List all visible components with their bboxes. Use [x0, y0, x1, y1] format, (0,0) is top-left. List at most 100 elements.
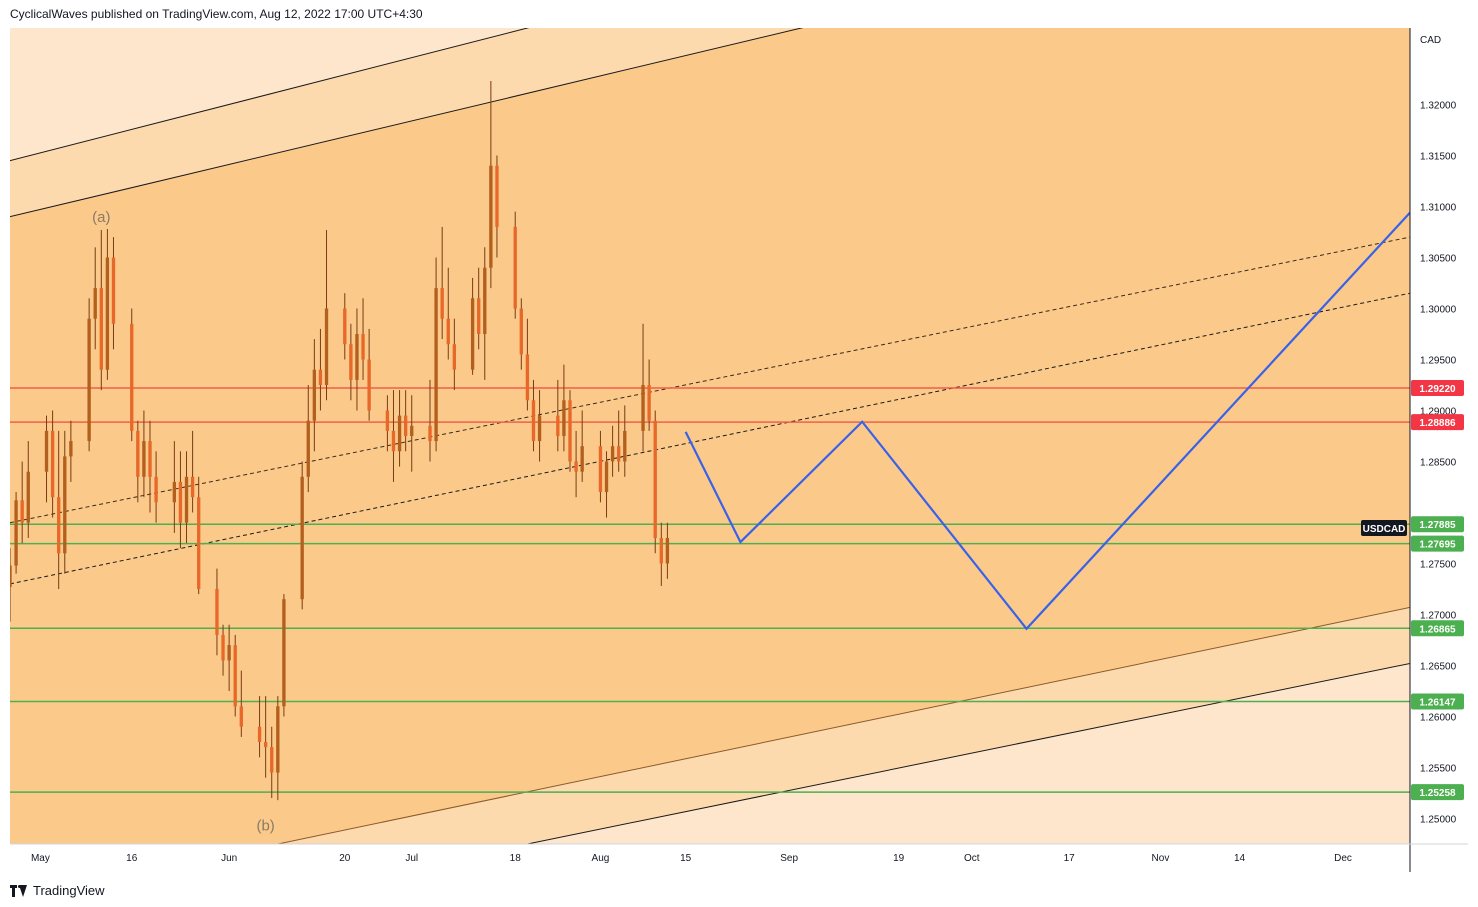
level-tag-2: 1.27885	[1411, 516, 1464, 533]
candle-21	[184, 451, 189, 544]
y-tick-11: 1.26000	[1420, 713, 1457, 724]
candle-49	[428, 379, 432, 462]
y-tick-9: 1.27000	[1420, 611, 1457, 622]
x-tick-10: Oct	[964, 853, 980, 864]
wave-label-b: (b)	[256, 818, 274, 835]
level-price-tags: 1.29220 1.28886 1.27885 1.27695 1.26865 1.261…	[1411, 380, 1464, 801]
candle-72	[617, 410, 621, 472]
x-tick-9: 19	[893, 853, 905, 864]
level-tag-text-5: 1.26147	[1419, 698, 1456, 709]
candle-47	[403, 390, 408, 452]
candle-35	[306, 385, 310, 493]
y-tick-3: 1.30500	[1420, 254, 1457, 265]
channel-zone-middle	[10, 28, 1410, 844]
y-tick-13: 1.25000	[1420, 815, 1457, 826]
candle-5	[50, 410, 55, 518]
plot-area[interactable]: (a) (b)	[8, 0, 1410, 907]
level-tag-text-2: 1.27885	[1419, 520, 1456, 531]
tradingview-watermark[interactable]: TradingView	[10, 883, 105, 898]
candle-56	[483, 247, 487, 380]
symbol-tag: USDCAD	[1361, 520, 1407, 536]
candle-43	[367, 328, 371, 421]
y-tick-1: 1.31500	[1420, 152, 1457, 163]
candle-18	[154, 451, 158, 523]
x-tick-7: 15	[680, 853, 692, 864]
candle-24	[215, 568, 219, 656]
tradingview-logo-icon	[10, 884, 28, 897]
candle-55	[477, 267, 481, 350]
candle-14	[130, 308, 134, 442]
projection-path	[684, 211, 1410, 631]
candle-25	[221, 624, 225, 676]
level-tag-1: 1.28886	[1411, 414, 1464, 431]
y-tick-2: 1.31000	[1420, 203, 1457, 214]
candle-53	[452, 318, 457, 391]
candle-33	[282, 594, 286, 717]
candle-66	[568, 390, 572, 472]
candle-38	[324, 229, 329, 401]
candle-71	[610, 425, 615, 477]
publisher-caption: CyclicalWaves published on TradingView.c…	[10, 7, 423, 21]
candle-61	[525, 318, 530, 411]
candle-76	[653, 410, 657, 554]
candle-60	[519, 298, 523, 370]
candle-69	[598, 430, 603, 503]
candle-59	[513, 211, 517, 319]
candle-51	[440, 226, 444, 340]
x-tick-4: Jul	[405, 853, 418, 864]
level-tag-text-6: 1.25258	[1419, 788, 1456, 799]
y-tick-10: 1.26500	[1420, 662, 1457, 673]
x-tick-8: Sep	[780, 853, 798, 864]
candle-31	[270, 726, 274, 799]
currency-label: CAD	[1420, 35, 1441, 46]
candle-32	[276, 696, 280, 801]
y-tick-12: 1.25500	[1420, 764, 1457, 775]
candle-13	[111, 237, 116, 350]
candle-29	[257, 696, 262, 758]
x-tick-0: May	[31, 853, 50, 864]
y-tick-4: 1.30000	[1420, 305, 1457, 316]
candle-27	[233, 634, 237, 717]
candle-45	[391, 390, 396, 482]
level-tag-text-3: 1.27695	[1419, 540, 1456, 551]
candle-3	[26, 441, 30, 538]
x-tick-12: Nov	[1152, 853, 1170, 864]
candle-15	[136, 420, 140, 503]
candle-65	[562, 364, 566, 452]
candle-58	[495, 155, 499, 258]
candle-42	[361, 298, 365, 380]
channel-lines	[10, 28, 1410, 844]
horizontal-levels	[10, 387, 1410, 793]
candle-8	[69, 420, 73, 482]
y-tick-6: 1.29000	[1420, 407, 1457, 418]
candle-39	[343, 293, 347, 360]
x-tick-1: 16	[126, 853, 138, 864]
candle-11	[99, 229, 103, 391]
symbol-tag-text: USDCAD	[1363, 524, 1406, 535]
candle-17	[148, 420, 152, 513]
candle-10	[93, 247, 97, 350]
candle-78	[665, 522, 670, 579]
level-tag-5: 1.26147	[1411, 693, 1464, 710]
candle-34	[300, 461, 304, 610]
x-tick-14: Dec	[1334, 853, 1352, 864]
price-axis-ticks: 1.32000 1.31500 1.31000 1.30500 1.30000 1.295…	[1420, 101, 1457, 826]
candle-30	[263, 696, 268, 778]
candle-64	[556, 379, 560, 452]
y-tick-7: 1.28500	[1420, 458, 1457, 469]
channel-line-bottom-outer	[524, 662, 1410, 844]
candle-36	[312, 339, 317, 452]
candle-70	[604, 451, 609, 518]
candle-52	[446, 267, 450, 360]
candle-74	[641, 323, 645, 452]
candle-46	[397, 390, 402, 467]
candle-50	[434, 257, 438, 452]
tradingview-brand-text: TradingView	[33, 883, 105, 898]
wave-label-a: (a)	[92, 209, 110, 226]
candle-23	[197, 476, 201, 595]
candle-62	[531, 379, 536, 452]
level-tag-0: 1.29220	[1411, 380, 1464, 397]
candle-22	[190, 430, 195, 513]
candle-20	[178, 451, 183, 549]
